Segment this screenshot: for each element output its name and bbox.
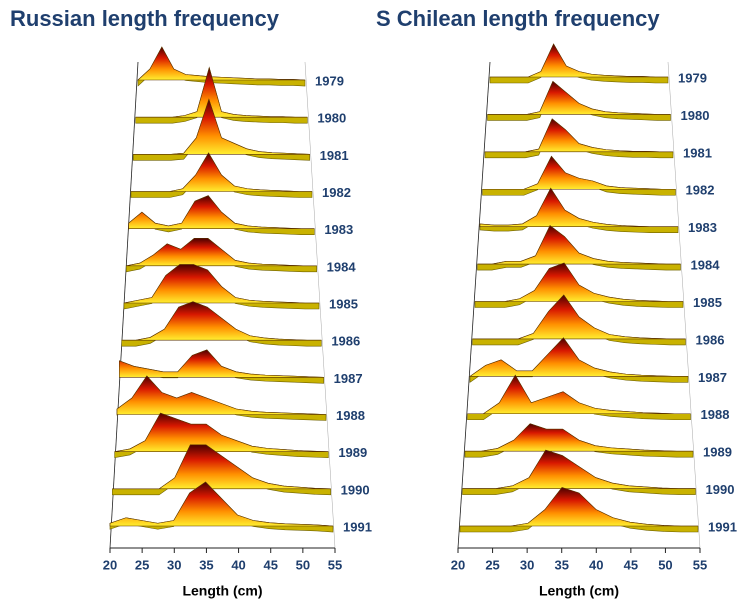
frame-line bbox=[667, 61, 701, 549]
x-tick-label: 35 bbox=[554, 557, 568, 572]
x-tick-label: 40 bbox=[589, 557, 603, 572]
x-tick-label: 25 bbox=[485, 557, 499, 572]
ridge-area bbox=[135, 66, 308, 118]
ridge-area bbox=[131, 152, 312, 192]
ridge-area bbox=[465, 423, 693, 452]
ridge-area bbox=[137, 46, 306, 81]
x-tick-label: 30 bbox=[520, 557, 534, 572]
x-tick-label: 30 bbox=[167, 557, 181, 572]
year-label: 1984 bbox=[327, 259, 357, 274]
x-tick-label: 20 bbox=[451, 557, 465, 572]
ridge-area bbox=[109, 481, 334, 527]
year-label: 1988 bbox=[701, 407, 730, 422]
ridge-area bbox=[467, 374, 691, 415]
ridge-area bbox=[128, 195, 315, 229]
ridge-area bbox=[469, 337, 688, 377]
year-label: 1980 bbox=[317, 111, 346, 126]
x-tick-label: 25 bbox=[135, 557, 149, 572]
ridge-area bbox=[126, 238, 317, 267]
ridge-area bbox=[479, 187, 678, 227]
year-label: 1979 bbox=[315, 73, 344, 88]
ridge-area bbox=[482, 155, 676, 190]
ridge-area bbox=[119, 349, 324, 378]
x-tick-label: 35 bbox=[199, 557, 213, 572]
chart-title: Russian length frequency bbox=[10, 6, 280, 31]
year-label: 1982 bbox=[686, 183, 715, 198]
frame-line bbox=[457, 61, 491, 549]
x-tick-label: 55 bbox=[328, 557, 342, 572]
ridge-area bbox=[123, 264, 319, 304]
ridge-area bbox=[112, 444, 331, 490]
year-label: 1990 bbox=[341, 482, 370, 497]
frame-line bbox=[304, 61, 336, 549]
ridge-area bbox=[475, 262, 683, 302]
year-label: 1979 bbox=[678, 70, 707, 85]
ridge-area bbox=[477, 225, 681, 265]
year-label: 1991 bbox=[343, 519, 372, 534]
year-label: 1991 bbox=[708, 519, 737, 534]
x-tick-label: 50 bbox=[658, 557, 672, 572]
year-label: 1988 bbox=[336, 408, 365, 423]
year-label: 1989 bbox=[338, 445, 367, 460]
x-tick-label: 20 bbox=[103, 557, 117, 572]
ridge-area bbox=[462, 449, 696, 489]
ridge-area bbox=[472, 294, 686, 340]
year-label: 1985 bbox=[329, 296, 358, 311]
year-label: 1981 bbox=[320, 148, 349, 163]
x-tick-label: 45 bbox=[624, 557, 638, 572]
ridge-area bbox=[487, 80, 671, 115]
ridge-area bbox=[114, 412, 329, 452]
year-label: 1980 bbox=[681, 108, 710, 123]
ridge-area bbox=[133, 98, 310, 155]
x-tick-label: 50 bbox=[296, 557, 310, 572]
x-tick-label: 40 bbox=[231, 557, 245, 572]
year-label: 1983 bbox=[688, 220, 717, 235]
chart-title: S Chilean length frequency bbox=[376, 6, 660, 31]
x-tick-label: 45 bbox=[263, 557, 277, 572]
year-label: 1986 bbox=[331, 334, 360, 349]
year-label: 1987 bbox=[334, 371, 363, 386]
year-label: 1983 bbox=[324, 222, 353, 237]
ridge-area bbox=[490, 43, 668, 78]
x-axis-label: Length (cm) bbox=[182, 583, 262, 599]
year-label: 1981 bbox=[683, 145, 712, 160]
x-tick-label: 55 bbox=[693, 557, 707, 572]
year-label: 1982 bbox=[322, 185, 351, 200]
x-axis-label: Length (cm) bbox=[539, 583, 619, 599]
year-label: 1986 bbox=[696, 332, 725, 347]
year-label: 1984 bbox=[691, 258, 721, 273]
ridge-area bbox=[460, 487, 698, 527]
year-label: 1985 bbox=[693, 295, 722, 310]
year-label: 1987 bbox=[698, 370, 727, 385]
year-label: 1990 bbox=[706, 482, 735, 497]
ridge-area bbox=[116, 375, 327, 415]
ridge-area bbox=[121, 301, 322, 341]
ridge-area bbox=[485, 118, 673, 153]
year-label: 1989 bbox=[703, 445, 732, 460]
